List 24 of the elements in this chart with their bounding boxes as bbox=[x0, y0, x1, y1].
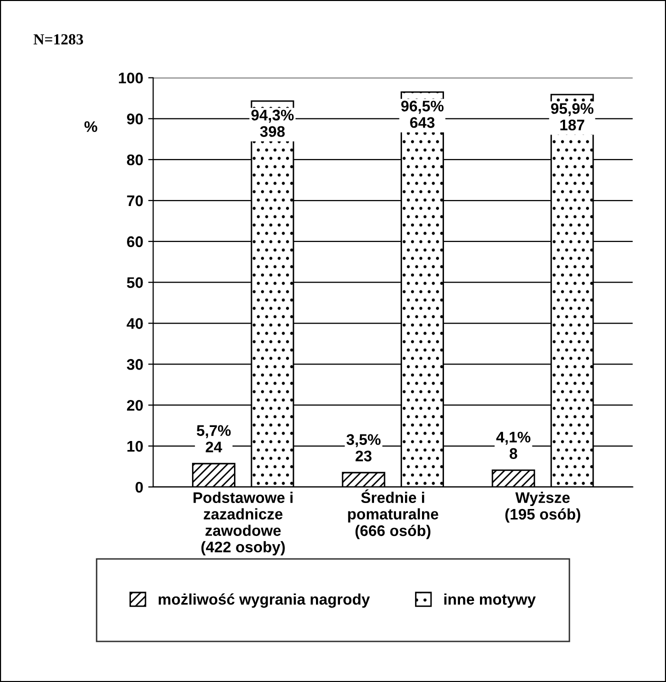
x-tick-label: Podstawowe i zazadnicze zawodowe (422 osoby) bbox=[194, 492, 293, 556]
data-label: 3,5% 23 bbox=[346, 434, 381, 462]
y-tick-label: 60 bbox=[127, 236, 143, 248]
y-tick-label: 20 bbox=[126, 400, 143, 411]
y-tick-label: 90 bbox=[126, 114, 143, 124]
y-tick-label: 70 bbox=[127, 195, 143, 206]
y-tick-label: 100 bbox=[118, 72, 143, 84]
legend-label: możliwość wygrania nagrody bbox=[158, 593, 370, 608]
y-tick-label: 40 bbox=[126, 318, 143, 329]
y-tick-label: 80 bbox=[126, 154, 143, 166]
y-tick-label: 10 bbox=[127, 440, 143, 452]
y-axis-title: % bbox=[84, 121, 98, 132]
x-tick-label: Średnie i pomaturalne (666 osób) bbox=[348, 489, 438, 540]
data-label: 5,7% 24 bbox=[196, 425, 231, 452]
data-label: 94,3% 398 bbox=[251, 110, 294, 137]
data-label: 4,1% 8 bbox=[496, 432, 530, 459]
x-tick-label: Wyższe (195 osób) bbox=[505, 492, 580, 523]
y-tick-label: 0 bbox=[136, 482, 143, 493]
data-label: 96,5% 643 bbox=[401, 100, 444, 128]
y-tick-label: 50 bbox=[126, 277, 143, 288]
legend-label: inne motywy bbox=[444, 594, 536, 608]
data-label: 95,9% 187 bbox=[551, 103, 594, 130]
text: N=1283 bbox=[34, 34, 84, 44]
y-tick-label: 30 bbox=[126, 359, 143, 370]
